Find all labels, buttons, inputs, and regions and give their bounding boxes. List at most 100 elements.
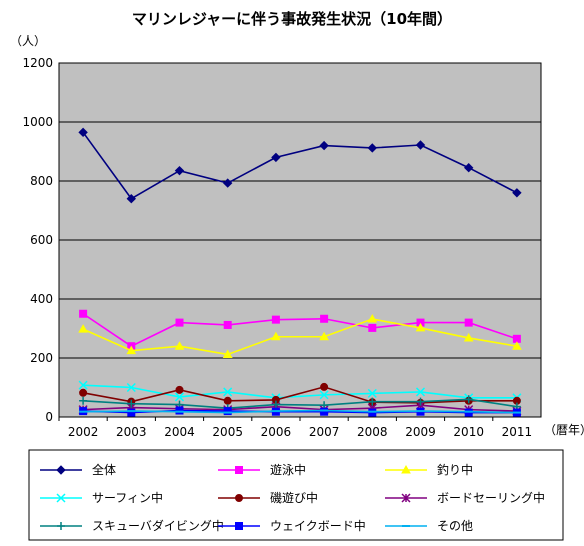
data-point [126,193,137,204]
x-tick-label: 2011 [502,425,533,439]
data-point [319,331,329,341]
series-1 [78,127,522,204]
x-tick-label: 2009 [405,425,436,439]
legend-marker [56,493,66,503]
data-point [175,385,184,394]
x-axis-label: （暦年） [544,423,584,437]
data-point [415,322,426,332]
data-point [320,314,329,323]
legend-label: 全体 [92,462,116,477]
data-point [319,140,329,151]
legend-label: 遊泳中 [270,462,306,477]
data-point [464,318,473,327]
data-point [367,314,378,323]
data-point [127,408,136,417]
legend-marker [235,522,243,530]
legend-label: ボードセーリング中 [437,490,545,505]
legend-label: スキューバダイビング中 [92,518,224,533]
data-point [174,165,185,176]
series-line [82,386,517,404]
legend-item: 釣り中 [385,462,473,477]
x-tick-label: 2002 [68,425,99,439]
data-point [79,309,88,318]
data-point [463,332,474,342]
data-point [174,392,185,402]
data-point [223,387,233,397]
y-tick-label: 1200 [22,56,53,70]
legend-item: ウェイクボード中 [218,518,366,533]
x-tick-label: 2008 [357,425,388,439]
x-ticks: 2002 2003 2004 2005 2006 2007 2008 2009 2010 2011 [58,417,533,439]
x-tick-label: 2005 [212,425,243,439]
data-point [175,318,184,327]
x-tick-label: 2006 [261,425,292,439]
data-point [271,315,280,324]
data-point [320,407,329,416]
legend-label: 釣り中 [437,462,473,477]
legend-marker [401,464,411,474]
y-tick-label: 1000 [22,115,53,129]
data-point [78,127,88,138]
data-point [367,143,378,153]
legend-item: その他 [385,519,473,533]
y-tick-label: 200 [30,351,53,365]
legend-item: 全体 [40,462,116,477]
data-point [222,349,233,358]
series-3 [78,314,522,358]
data-point [127,399,136,408]
data-point [174,341,185,350]
y-tick-label: 400 [30,292,53,306]
x-tick-label: 2010 [453,425,484,439]
series-line [83,384,517,399]
data-point [319,390,329,400]
data-point [223,407,232,416]
series-line [82,131,518,200]
data-point [78,380,88,390]
series-9 [79,409,521,414]
legend-label: 磯遊び中 [270,490,318,505]
data-point [464,395,473,404]
legend-item: ボードセーリング中 [385,490,545,505]
data-point [271,331,281,341]
series-line [82,313,518,348]
y-tick-label: 800 [30,174,53,188]
legend-item: スキューバダイビング中 [40,518,224,533]
data-point [512,341,522,350]
y-tick-label: 0 [45,410,53,424]
y-tick-label: 600 [30,233,53,247]
x-tick-label: 2007 [309,425,340,439]
legend-item: 磯遊び中 [218,490,318,505]
data-point [512,188,522,198]
legend-marker [56,465,66,475]
data-point [79,396,88,405]
series-line [83,409,517,414]
legend-item: サーフィン中 [40,490,163,505]
grid [59,121,541,359]
legend-item: 遊泳中 [218,462,306,477]
data-point [126,382,136,393]
legend-box [28,449,564,541]
data-point [223,396,232,405]
x-tick-label: 2004 [164,425,195,439]
data-point [271,152,281,163]
legend-marker [235,466,243,474]
legend-label: その他 [437,519,473,533]
data-point [415,387,426,397]
data-point [415,140,426,150]
x-tick-label: 2003 [116,425,147,439]
data-point [463,163,474,173]
data-point [126,345,137,355]
data-point [368,397,377,406]
y-axis-label: （人） [10,34,46,48]
data-point [223,320,232,329]
legend-marker [235,494,243,502]
data-point [368,323,377,332]
legend-marker [401,493,411,503]
series-layer [78,127,522,417]
series-line [83,398,518,409]
legend-label: ウェイクボード中 [270,518,366,533]
y-ticks: 0 200 400 600 800 1000 1200 [22,56,53,424]
series-line [83,404,517,412]
